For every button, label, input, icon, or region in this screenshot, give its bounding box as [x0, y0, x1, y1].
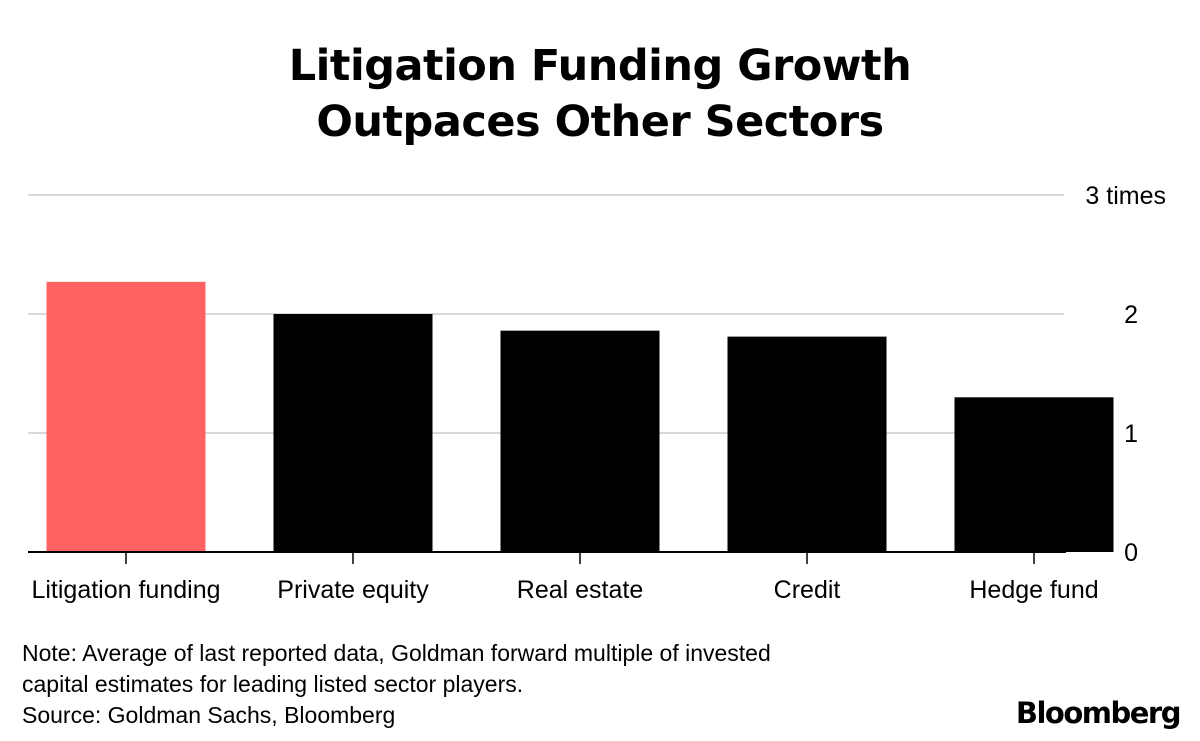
- source-line: Source: Goldman Sachs, Bloomberg: [22, 702, 396, 728]
- x-axis: [28, 551, 1066, 564]
- category-labels: Litigation funding Private equity Real est…: [31, 576, 1098, 604]
- y-tick-label: 1: [1124, 420, 1138, 448]
- y-tick-label: 0: [1124, 539, 1138, 567]
- category-label: Real estate: [517, 576, 643, 604]
- note-line-1: Note: Average of last reported data, Gol…: [22, 640, 771, 666]
- category-label: Litigation funding: [31, 576, 220, 604]
- y-tick-labels: 0 1 2 3 times: [1085, 182, 1166, 567]
- note-line-2: capital estimates for leading listed sec…: [22, 671, 524, 697]
- bar-litigation-funding: [46, 281, 206, 552]
- chart-title-line-2: Outpaces Other Sectors: [316, 97, 884, 147]
- chart-title: Litigation Funding Growth Outpaces Other…: [0, 38, 1200, 150]
- category-label: Credit: [774, 576, 841, 604]
- category-label: Hedge fund: [969, 576, 1098, 604]
- y-tick-label: 3 times: [1085, 182, 1166, 210]
- category-label: Private equity: [277, 576, 429, 604]
- bars: [46, 281, 1114, 552]
- bar-credit: [727, 336, 887, 552]
- y-tick-label: 2: [1124, 301, 1138, 329]
- chart-title-line-1: Litigation Funding Growth: [288, 41, 912, 91]
- bar-private-equity: [273, 314, 433, 552]
- footnote: Note: Average of last reported data, Gol…: [22, 638, 972, 731]
- bloomberg-logo: Bloomberg: [1015, 696, 1182, 730]
- bar-hedge-fund: [954, 397, 1114, 552]
- bar-real-estate: [500, 330, 660, 552]
